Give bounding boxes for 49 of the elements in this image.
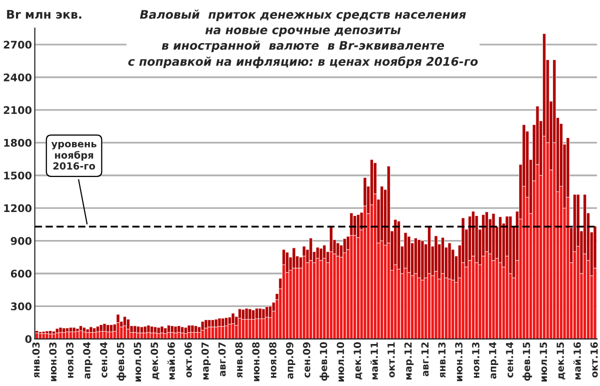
x-tick-label: июл.05 — [134, 342, 142, 382]
x-tick-label: фев.05 — [116, 342, 126, 381]
x-tick-label: июн.03 — [49, 342, 57, 382]
x-tick-label: окт.11 — [388, 342, 395, 378]
x-tick-label: май.06 — [167, 342, 175, 380]
y-tick-label: 1500 — [4, 172, 32, 180]
x-tick-label: дек.05 — [150, 342, 160, 380]
bar — [48, 330, 52, 334]
x-tick-label: апр.14 — [489, 342, 498, 379]
y-tick-label: 300 — [10, 302, 32, 310]
x-tick-label: апр.04 — [83, 342, 92, 379]
x-tick-label: окт.06 — [184, 342, 192, 378]
x-tick-label: апр.09 — [286, 342, 296, 379]
chart-title: Валовый приток денежных средств населения на новые срочные депозиты в иностранной валюте в Br-эквиваленте с поправкой на инфляцию: в ценах ноября 2016-го — [128, 10, 478, 68]
x-tick-label: май.11 — [370, 342, 378, 380]
y-tick-label: 900 — [10, 237, 32, 245]
x-tick-label: июл.15 — [540, 342, 548, 382]
x-tick-label: дек.15 — [556, 342, 566, 380]
y-tick-label: 2100 — [4, 106, 32, 114]
x-tick-label: янв.13 — [438, 342, 446, 378]
x-tick-label: янв.03 — [32, 342, 40, 378]
ref-line-label: уровень ноября 2016-го — [51, 142, 96, 170]
x-tick-label: сен.09 — [302, 342, 310, 378]
x-tick-label: ноя.08 — [269, 342, 276, 378]
x-tick-label: мар.12 — [404, 342, 414, 380]
y-tick-label: 2400 — [4, 73, 32, 82]
x-tick-label: июн.13 — [455, 342, 462, 382]
x-tick-label: июл.10 — [336, 342, 344, 382]
bar — [52, 331, 56, 334]
x-tick-label: сен.14 — [506, 342, 514, 378]
y-axis-title: Br млн экв. — [7, 10, 82, 19]
x-tick-label: ноя.03 — [66, 342, 74, 378]
x-tick-label: окт.16 — [590, 342, 598, 378]
x-tick-label: фев.10 — [320, 342, 330, 381]
y-tick-label: 0 — [25, 335, 32, 344]
x-tick-label: фев.15 — [522, 342, 532, 381]
y-tick-label: 1200 — [4, 204, 32, 212]
y-tick-label: 1800 — [4, 138, 32, 147]
y-tick-label: 600 — [10, 270, 32, 278]
x-tick-label: мар.07 — [201, 342, 211, 380]
x-tick-label: авг.07 — [218, 342, 226, 376]
x-tick-label: дек.10 — [354, 342, 362, 380]
x-tick-label: июн.08 — [252, 342, 260, 382]
y-tick-label: 2700 — [4, 40, 32, 49]
x-tick-label: сен.04 — [100, 342, 108, 378]
x-tick-label: янв.08 — [235, 342, 243, 378]
x-tick-label: май.16 — [573, 342, 581, 380]
x-tick-label: ноя.13 — [472, 342, 480, 378]
x-tick-label: авг.12 — [421, 342, 429, 376]
